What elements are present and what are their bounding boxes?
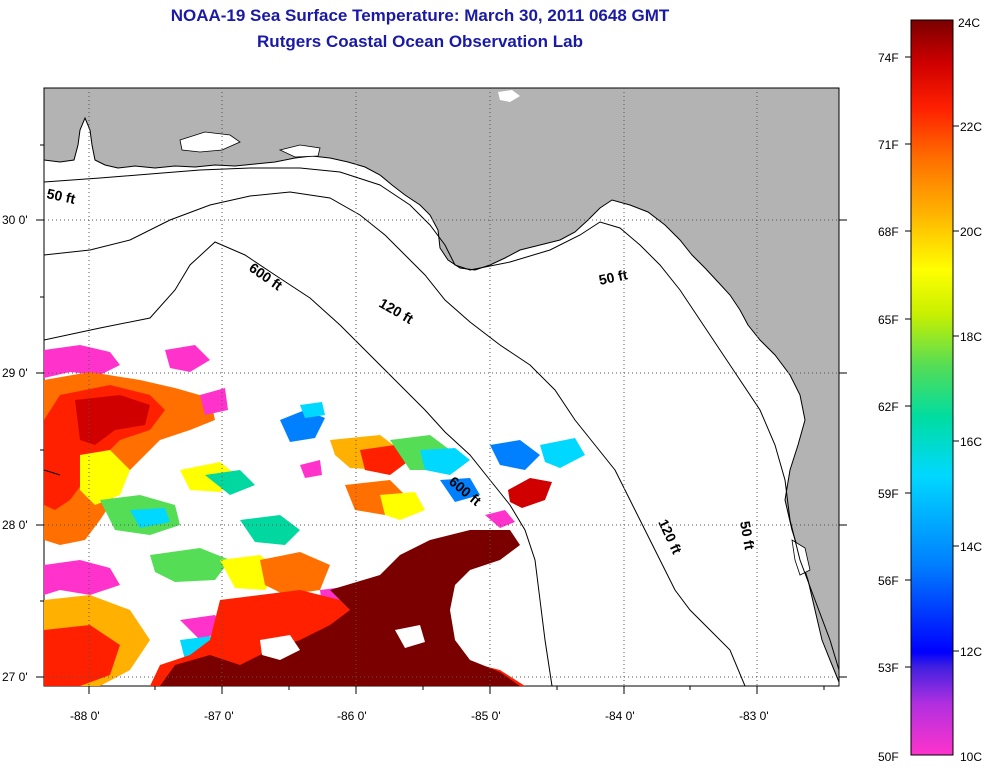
sst-data <box>44 345 585 686</box>
lon-tick-label: -85 0' <box>471 709 501 723</box>
gridlines <box>44 88 839 686</box>
colorbar-f-label: 50F <box>878 750 899 764</box>
bay <box>179 131 241 153</box>
lon-tick-label: -88 0' <box>70 709 100 723</box>
colorbar-c-label: 18C <box>960 330 982 344</box>
depth-contours <box>44 167 839 686</box>
lat-tick-label: 28 0' <box>2 518 28 532</box>
colorbar-f-label: 74F <box>878 51 899 65</box>
colorbar-f-label: 56F <box>878 574 899 588</box>
lon-tick-label: -84 0' <box>605 709 635 723</box>
colorbar-c-label: 16C <box>960 435 982 449</box>
lat-tick-label: 30 0' <box>2 213 28 227</box>
colorbar-c-label: 22C <box>960 120 982 134</box>
colorbar-c-label: 14C <box>960 540 982 554</box>
lake <box>498 90 520 102</box>
colorbar-f-label: 62F <box>878 400 899 414</box>
contour-label: 50 ft <box>597 266 629 288</box>
colorbar-f-label: 53F <box>878 661 899 675</box>
colorbar <box>910 19 954 756</box>
contour-label: 50 ft <box>45 185 77 207</box>
tick-marks <box>36 144 847 694</box>
colorbar-f-label: 68F <box>878 225 899 239</box>
colorbar-f-label: 59F <box>878 487 899 501</box>
map-subtitle: Rutgers Coastal Ocean Observation Lab <box>257 32 583 51</box>
bay <box>278 144 321 158</box>
colorbar-c-label: 24C <box>958 16 980 30</box>
lat-tick-label: 29 0' <box>2 366 28 380</box>
colorbar-c-label: 20C <box>960 225 982 239</box>
lat-tick-label: 27 0' <box>2 670 28 684</box>
lon-tick-label: -86 0' <box>337 709 367 723</box>
map-title: NOAA-19 Sea Surface Temperature: March 3… <box>170 6 670 25</box>
colorbar-f-label: 71F <box>878 138 899 152</box>
lon-tick-label: -83 0' <box>739 709 769 723</box>
colorbar-c-label: 12C <box>960 645 982 659</box>
contour-label: 50 ft <box>737 520 758 551</box>
colorbar-f-label: 65F <box>878 313 899 327</box>
colorbar-c-label: 10C <box>960 750 982 764</box>
colorbar-ticks <box>905 56 959 668</box>
lon-tick-label: -87 0' <box>204 709 234 723</box>
